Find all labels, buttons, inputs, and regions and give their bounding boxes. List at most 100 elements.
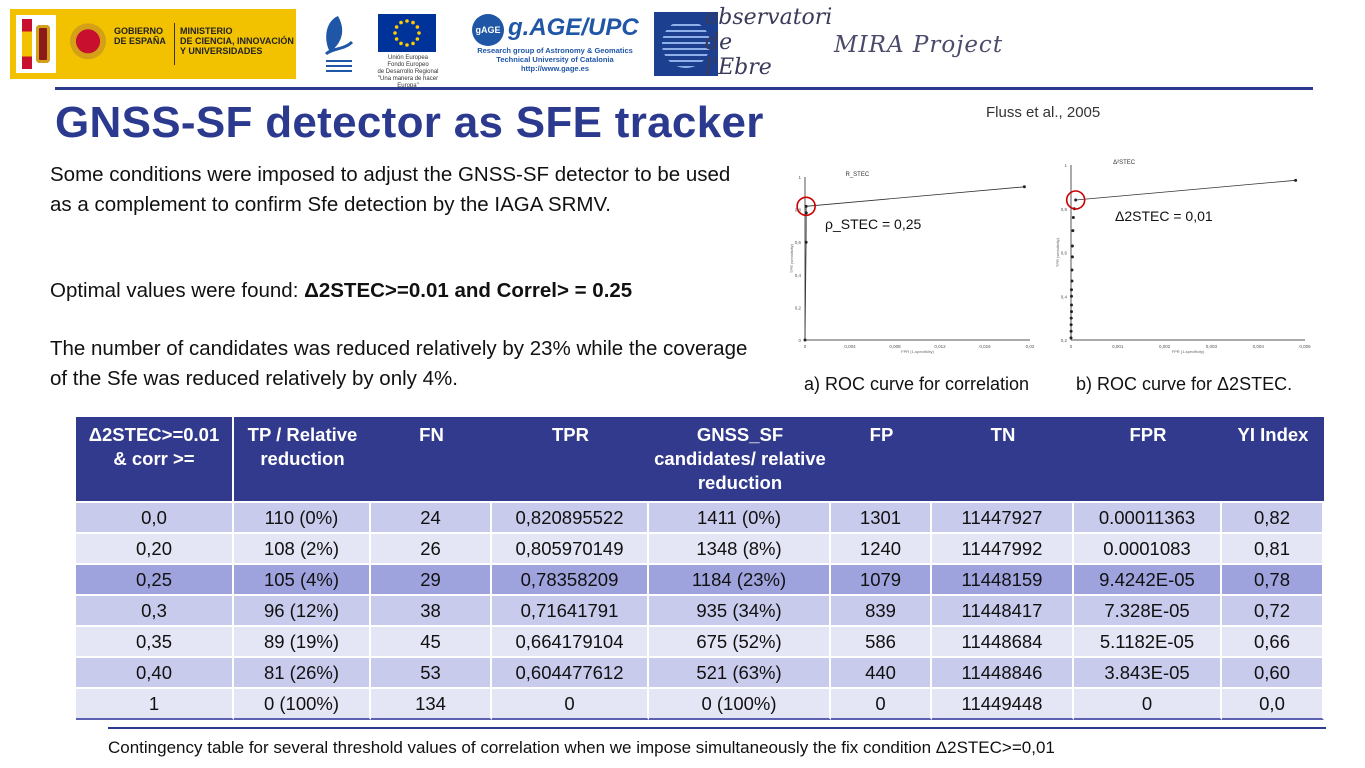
x-tick-label: 0	[804, 344, 807, 349]
table-cell: 0,0	[1222, 687, 1324, 720]
table-cell: 1240	[831, 532, 932, 563]
y-tick-label: 0	[798, 338, 801, 343]
feder-logo	[318, 12, 360, 76]
observatory-logo	[654, 12, 718, 76]
gage-logo: gAGE g.AGE/UPC Research group of Astrono…	[472, 12, 639, 76]
data-point	[1070, 268, 1074, 272]
roc-curve	[1075, 179, 1296, 201]
data-point	[1069, 336, 1073, 340]
table-cell: 0.0001083	[1074, 532, 1222, 563]
table-cell: 0,20	[76, 532, 234, 563]
table-cell: 521 (63%)	[649, 656, 831, 687]
table-cell: 1348 (8%)	[649, 532, 831, 563]
y-axis-label: TPR (sensitivity)	[1055, 237, 1060, 267]
header-fpr: FPR	[1074, 417, 1222, 501]
data-point	[803, 338, 807, 342]
x-tick-label: 0,004	[1253, 344, 1265, 349]
table-cell: 935 (34%)	[649, 594, 831, 625]
table-cell: 1301	[831, 501, 932, 532]
table-cell: 89 (19%)	[234, 625, 371, 656]
coat-of-arms-icon	[62, 17, 114, 71]
table-cell: 1411 (0%)	[649, 501, 831, 532]
page-title: GNSS-SF detector as SFE tracker	[55, 98, 764, 147]
table-cell: 0,604477612	[492, 656, 649, 687]
table-cell: 0 (100%)	[234, 687, 371, 720]
gage-subtitle: Research group of Astronomy & Geomatics …	[477, 46, 633, 73]
threshold-marker	[1065, 190, 1086, 210]
data-point	[1069, 323, 1073, 327]
footer-rule	[108, 727, 1326, 729]
ministry-name: MINISTERIO DE CIENCIA, INNOVACIÓN Y UNIV…	[180, 26, 294, 56]
table-cell: 26	[371, 532, 492, 563]
y-tick-label: 0,6	[1061, 251, 1068, 256]
table-cell: 0,3	[76, 594, 234, 625]
data-point	[1069, 316, 1073, 320]
data-point	[1071, 216, 1075, 219]
table-cell: 11448417	[932, 594, 1074, 625]
table-cell: 45	[371, 625, 492, 656]
y-tick-label: 0,4	[795, 273, 802, 278]
header-tp: TP / Relative reduction	[234, 417, 371, 501]
threshold-annotation-correlation: ρ_STEC = 0,25	[825, 216, 922, 232]
table-row: 0,0 110 (0%) 24 0,820895522 1411 (0%) 1301 114…	[76, 501, 1324, 532]
eu-flag-icon	[378, 14, 436, 52]
roc-curve	[804, 186, 1025, 341]
table-cell: 0,81	[1222, 532, 1324, 563]
contingency-table: Δ2STEC>=0.01 & corr >= TP / Relative red…	[76, 417, 1324, 720]
y-tick-label: 0,4	[1061, 294, 1068, 299]
x-tick-label: 0,002	[1159, 344, 1171, 349]
table-cell: 0,72	[1222, 594, 1324, 625]
paragraph-optimal-values: Optimal values were found: Δ2STEC>=0.01 …	[50, 276, 750, 306]
data-point	[1069, 329, 1073, 333]
table-cell: 108 (2%)	[234, 532, 371, 563]
gage-mark: gAGE	[472, 14, 504, 46]
table-cell: 0,71641791	[492, 594, 649, 625]
table-row: 0,3 96 (12%) 38 0,71641791 935 (34%) 839 11448…	[76, 594, 1324, 625]
plot-title: Δ²STEC	[1113, 160, 1136, 166]
data-point	[804, 240, 808, 244]
table-cell: 38	[371, 594, 492, 625]
table-cell: 0,25	[76, 563, 234, 594]
table-cell: 0,0	[76, 501, 234, 532]
data-point	[1069, 294, 1073, 298]
table-cell: 11447927	[932, 501, 1074, 532]
header-candidates: GNSS_SF candidates/ relative reduction	[649, 417, 831, 501]
table-cell: 134	[371, 687, 492, 720]
header-tpr: TPR	[492, 417, 649, 501]
table-cell: 0,35	[76, 625, 234, 656]
table-cell: 1079	[831, 563, 932, 594]
header-threshold: Δ2STEC>=0.01 & corr >=	[76, 417, 234, 501]
table-caption: Contingency table for several threshold …	[108, 738, 1055, 757]
y-tick-label: 0,6	[795, 240, 802, 245]
data-point	[1069, 303, 1073, 307]
table-cell: 105 (4%)	[234, 563, 371, 594]
government-name: GOBIERNO DE ESPAÑA	[114, 26, 166, 46]
table-cell: 0,820895522	[492, 501, 649, 532]
eu-caption: Unión Europea Fondo Europeo de Desarroll…	[377, 55, 439, 89]
table-cell: 29	[371, 563, 492, 594]
table-row: 0,40 81 (26%) 53 0,604477612 521 (63%) 440 114…	[76, 656, 1324, 687]
table-cell: 11447992	[932, 532, 1074, 563]
table-cell: 0,66	[1222, 625, 1324, 656]
table-cell: 675 (52%)	[649, 625, 831, 656]
table-cell: 0	[831, 687, 932, 720]
table-cell: 839	[831, 594, 932, 625]
y-tick-label: 1	[1064, 163, 1067, 168]
paragraph-conditions: Some conditions were imposed to adjust t…	[50, 163, 731, 216]
roc-plot-d2stec: 1 0,8 0,6 0,4 0,2 0 0,001 0,002 0,003 0,004 0,005 Δ…	[1047, 157, 1317, 362]
threshold-annotation-d2stec: Δ2STEC = 0,01	[1115, 208, 1213, 224]
table-cell: 1	[76, 687, 234, 720]
x-axis-label: FPR (1-specificity)	[1172, 349, 1205, 354]
header-tn: TN	[932, 417, 1074, 501]
x-tick-label: 0,012	[934, 344, 946, 349]
table-cell: 11448684	[932, 625, 1074, 656]
project-name: MIRA Project	[834, 32, 1004, 58]
caption-roc-correlation: a) ROC curve for correlation	[804, 374, 1030, 394]
table-cell: 0,78	[1222, 563, 1324, 594]
table-cell: 11449448	[932, 687, 1074, 720]
table-cell: 0 (100%)	[649, 687, 831, 720]
table-cell: 0,82	[1222, 501, 1324, 532]
spanish-flag-icon	[16, 15, 56, 73]
optimal-values-thresholds: Δ2STEC>=0.01 and Correl> = 0.25	[304, 279, 633, 302]
y-axis-label: TPR (sensitivity)	[789, 243, 794, 273]
